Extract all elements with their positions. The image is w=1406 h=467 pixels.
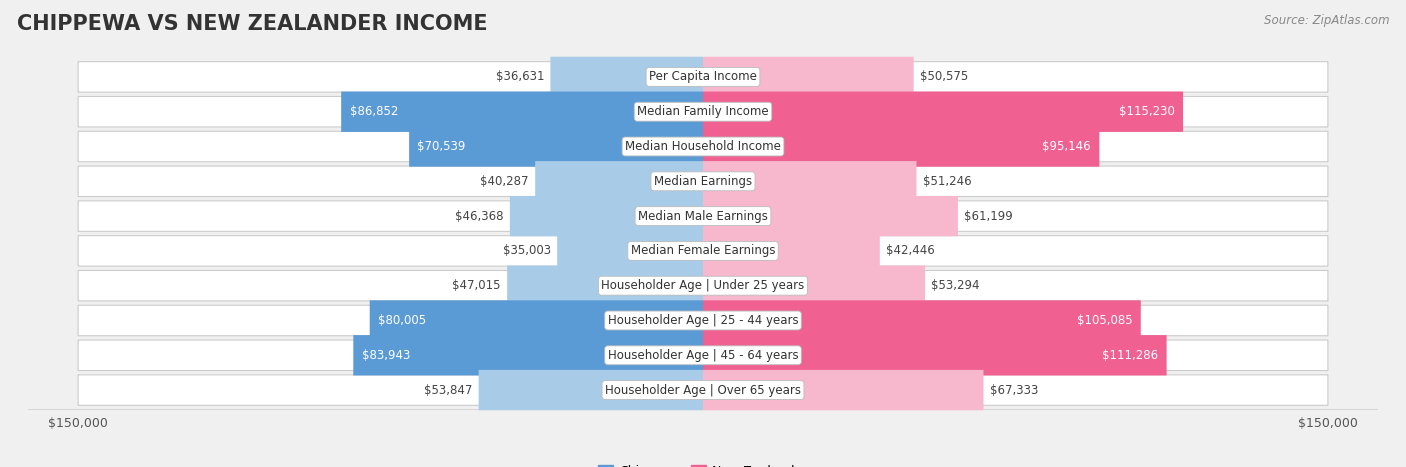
Text: $47,015: $47,015	[453, 279, 501, 292]
Text: Median Household Income: Median Household Income	[626, 140, 780, 153]
FancyBboxPatch shape	[79, 270, 1327, 301]
Text: Median Male Earnings: Median Male Earnings	[638, 210, 768, 223]
FancyBboxPatch shape	[79, 201, 1327, 231]
Text: Householder Age | 25 - 44 years: Householder Age | 25 - 44 years	[607, 314, 799, 327]
FancyBboxPatch shape	[478, 370, 703, 410]
Text: Householder Age | Under 25 years: Householder Age | Under 25 years	[602, 279, 804, 292]
FancyBboxPatch shape	[550, 57, 703, 97]
FancyBboxPatch shape	[703, 300, 1140, 340]
FancyBboxPatch shape	[409, 127, 703, 167]
Text: $80,005: $80,005	[378, 314, 426, 327]
FancyBboxPatch shape	[703, 57, 914, 97]
Text: $61,199: $61,199	[965, 210, 1012, 223]
FancyBboxPatch shape	[510, 196, 703, 236]
Text: $35,003: $35,003	[503, 244, 551, 257]
FancyBboxPatch shape	[353, 335, 703, 375]
Text: $51,246: $51,246	[922, 175, 972, 188]
Text: $42,446: $42,446	[886, 244, 935, 257]
FancyBboxPatch shape	[342, 92, 703, 132]
FancyBboxPatch shape	[79, 305, 1327, 336]
Text: $53,847: $53,847	[425, 383, 472, 396]
Legend: Chippewa, New Zealander: Chippewa, New Zealander	[593, 460, 813, 467]
FancyBboxPatch shape	[79, 375, 1327, 405]
FancyBboxPatch shape	[703, 266, 925, 306]
Text: $36,631: $36,631	[496, 71, 544, 84]
Text: $95,146: $95,146	[1042, 140, 1091, 153]
FancyBboxPatch shape	[370, 300, 703, 340]
Text: $83,943: $83,943	[361, 349, 411, 362]
FancyBboxPatch shape	[79, 236, 1327, 266]
FancyBboxPatch shape	[79, 62, 1327, 92]
FancyBboxPatch shape	[703, 370, 984, 410]
FancyBboxPatch shape	[703, 127, 1099, 167]
Text: $105,085: $105,085	[1077, 314, 1132, 327]
FancyBboxPatch shape	[79, 340, 1327, 370]
Text: $111,286: $111,286	[1102, 349, 1159, 362]
Text: $67,333: $67,333	[990, 383, 1038, 396]
Text: Source: ZipAtlas.com: Source: ZipAtlas.com	[1264, 14, 1389, 27]
Text: Median Earnings: Median Earnings	[654, 175, 752, 188]
FancyBboxPatch shape	[703, 335, 1167, 375]
Text: Householder Age | Over 65 years: Householder Age | Over 65 years	[605, 383, 801, 396]
Text: Median Family Income: Median Family Income	[637, 105, 769, 118]
Text: $86,852: $86,852	[350, 105, 398, 118]
Text: $50,575: $50,575	[920, 71, 969, 84]
Text: CHIPPEWA VS NEW ZEALANDER INCOME: CHIPPEWA VS NEW ZEALANDER INCOME	[17, 14, 488, 34]
Text: Per Capita Income: Per Capita Income	[650, 71, 756, 84]
FancyBboxPatch shape	[508, 266, 703, 306]
Text: $53,294: $53,294	[931, 279, 980, 292]
Text: $70,539: $70,539	[418, 140, 465, 153]
FancyBboxPatch shape	[557, 231, 703, 271]
FancyBboxPatch shape	[79, 97, 1327, 127]
Text: Householder Age | 45 - 64 years: Householder Age | 45 - 64 years	[607, 349, 799, 362]
FancyBboxPatch shape	[703, 231, 880, 271]
FancyBboxPatch shape	[703, 161, 917, 201]
Text: Median Female Earnings: Median Female Earnings	[631, 244, 775, 257]
FancyBboxPatch shape	[703, 92, 1182, 132]
FancyBboxPatch shape	[703, 196, 957, 236]
FancyBboxPatch shape	[536, 161, 703, 201]
FancyBboxPatch shape	[79, 131, 1327, 162]
Text: $46,368: $46,368	[456, 210, 503, 223]
Text: $40,287: $40,287	[481, 175, 529, 188]
FancyBboxPatch shape	[79, 166, 1327, 197]
Text: $115,230: $115,230	[1119, 105, 1174, 118]
